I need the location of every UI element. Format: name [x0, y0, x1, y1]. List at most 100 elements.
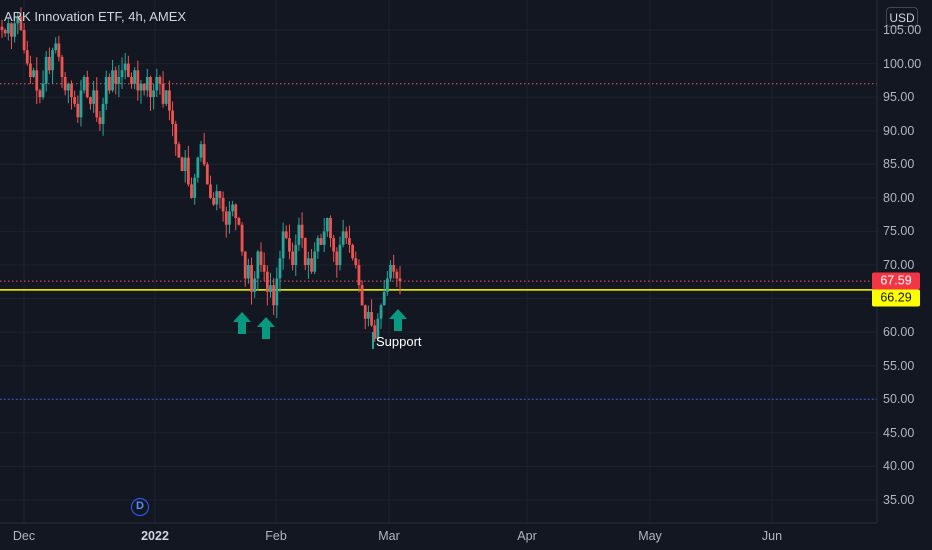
candle-body — [385, 278, 389, 292]
candle-body — [79, 90, 83, 118]
candle-body — [104, 77, 108, 104]
chart-grid — [0, 0, 877, 523]
candle-body — [186, 157, 190, 185]
candle-body — [117, 77, 121, 84]
candle-body — [224, 211, 228, 225]
support-arrows — [233, 309, 407, 339]
candle-body — [0, 26, 4, 30]
candle-body — [218, 191, 222, 198]
price-tick-label: 60.00 — [883, 325, 915, 340]
candle-body — [313, 251, 317, 272]
candle-body — [155, 77, 159, 91]
price-tick-label: 95.00 — [883, 90, 915, 105]
candle-body — [82, 77, 86, 91]
candle-body — [284, 231, 288, 239]
candle-body — [303, 238, 307, 265]
candle-body — [142, 83, 146, 91]
candle-body — [98, 117, 102, 124]
candle-body — [209, 184, 212, 198]
candle-body — [395, 271, 399, 279]
candle-body — [357, 265, 361, 286]
arrow-up-icon — [257, 317, 275, 339]
candle-body — [85, 77, 89, 98]
candle-body — [243, 251, 247, 279]
candle-body — [73, 97, 77, 104]
candle-body — [25, 50, 29, 64]
candle-body — [329, 218, 332, 239]
time-tick-label: Dec — [12, 529, 36, 543]
candle-body — [389, 265, 392, 279]
candle-body — [136, 70, 140, 91]
candle-body — [322, 231, 326, 245]
candle-body — [95, 90, 99, 118]
candle-body — [306, 258, 310, 265]
candle-body — [174, 124, 178, 145]
price-tick-label: 85.00 — [883, 157, 915, 172]
candle-body — [70, 83, 73, 98]
candle-body — [234, 204, 238, 218]
candle-body — [60, 56, 64, 77]
candle-body — [92, 90, 96, 104]
candle-body — [38, 90, 42, 98]
price-tick-label: 80.00 — [883, 190, 915, 205]
candle-body — [152, 90, 156, 98]
candle-body — [190, 184, 193, 198]
candle-body — [10, 23, 13, 37]
candle-body — [101, 103, 105, 124]
candle-body — [253, 278, 257, 292]
candle-body — [398, 278, 402, 282]
candle-body — [22, 30, 26, 51]
candle-body — [319, 238, 323, 245]
support-label[interactable]: Support — [376, 334, 422, 349]
candle-body — [89, 97, 92, 104]
candle-body — [107, 77, 111, 91]
price-tick-label: 70.00 — [883, 258, 915, 272]
candle-body — [158, 77, 162, 84]
candle-body — [76, 103, 80, 118]
candle-body — [212, 197, 216, 205]
chart-title: ARK Innovation ETF, 4h, AMEX — [4, 9, 187, 24]
candle-body — [120, 70, 124, 77]
candle-body — [41, 83, 45, 98]
candle-body — [332, 238, 336, 252]
candle-body — [269, 285, 272, 292]
candle-body — [149, 77, 152, 98]
candle-body — [310, 258, 313, 272]
candle-body — [300, 224, 304, 239]
candle-body — [281, 231, 285, 259]
candle-body — [205, 164, 209, 185]
candle-body — [161, 83, 165, 104]
candle-body — [367, 312, 370, 319]
candle-body — [240, 224, 244, 252]
candle-body — [221, 197, 225, 212]
candle-body — [145, 77, 149, 91]
candle-body — [392, 265, 396, 272]
candle-body — [196, 157, 200, 178]
price-tick-label: 90.00 — [883, 123, 915, 138]
dividend-event-marker[interactable]: D — [131, 498, 149, 516]
time-tick-label: Feb — [265, 529, 287, 543]
candle-body — [265, 271, 269, 292]
candle-body — [351, 244, 355, 259]
candle-body — [168, 90, 171, 111]
candle-body — [183, 157, 187, 171]
candle-body — [338, 244, 342, 265]
candle-body — [32, 70, 35, 77]
time-tick-label: 2022 — [141, 529, 169, 543]
candle-body — [262, 265, 266, 272]
currency-button[interactable]: USD — [886, 7, 918, 27]
candle-body — [376, 318, 380, 339]
price-tick-label: 35.00 — [883, 493, 915, 507]
candle-body — [275, 278, 279, 306]
time-tick-label: Apr — [517, 529, 537, 543]
candle-body — [126, 63, 130, 77]
candle-body — [16, 16, 20, 24]
time-tick-label: Jun — [761, 529, 783, 543]
candle-body — [373, 325, 377, 339]
candle-body — [54, 43, 58, 51]
candle-body — [231, 204, 234, 212]
candle-body — [193, 177, 197, 198]
candle-body — [123, 63, 127, 71]
candle-body — [111, 70, 114, 91]
